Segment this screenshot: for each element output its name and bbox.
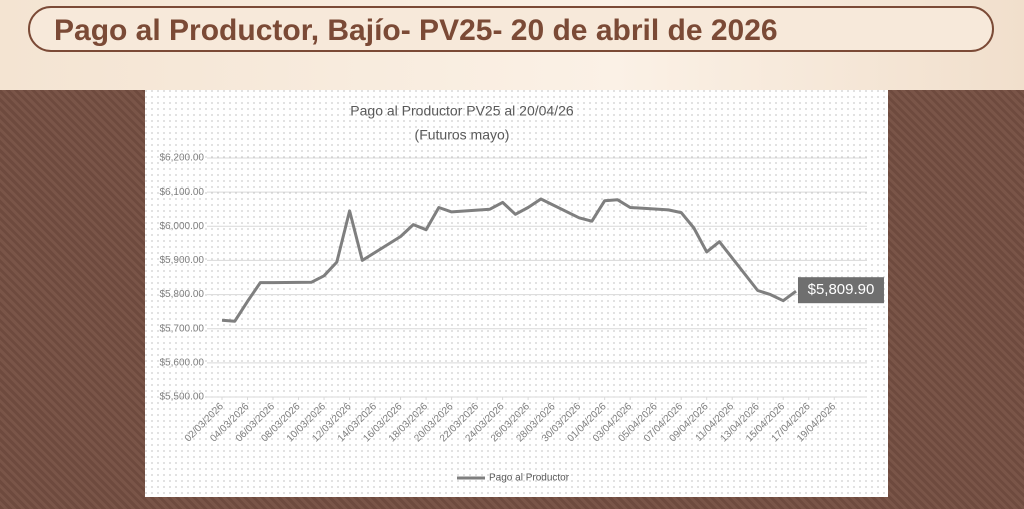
page-title: Pago al Productor, Bajío- PV25- 20 de ab…	[54, 14, 778, 47]
y-tick-label: $6,100.00	[160, 187, 205, 198]
data-label-box	[797, 277, 884, 304]
y-tick-label: $5,800.00	[160, 289, 205, 300]
title-banner: Pago al Productor, Bajío- PV25- 20 de ab…	[28, 6, 994, 52]
y-tick-label: $5,500.00	[160, 392, 205, 403]
y-tick-label: $5,600.00	[160, 357, 205, 368]
data-label-group: $5,809.90	[797, 277, 884, 304]
chart-title: Pago al Productor PV25 al 20/04/26	[350, 103, 574, 119]
data-line	[221, 197, 797, 323]
chart-subtitle: (Futuros mayo)	[415, 127, 510, 143]
legend-label: Pago al Productor	[489, 473, 570, 484]
y-tick-label: $5,900.00	[160, 255, 205, 266]
y-tick-label: $5,700.00	[160, 323, 205, 334]
y-tick-label: $6,000.00	[160, 221, 205, 232]
chart: Pago al Productor PV25 al 20/04/26 (Futu…	[145, 90, 888, 497]
y-tick-label: $6,200.00	[160, 153, 205, 164]
data-label: $5,809.90	[808, 281, 875, 298]
